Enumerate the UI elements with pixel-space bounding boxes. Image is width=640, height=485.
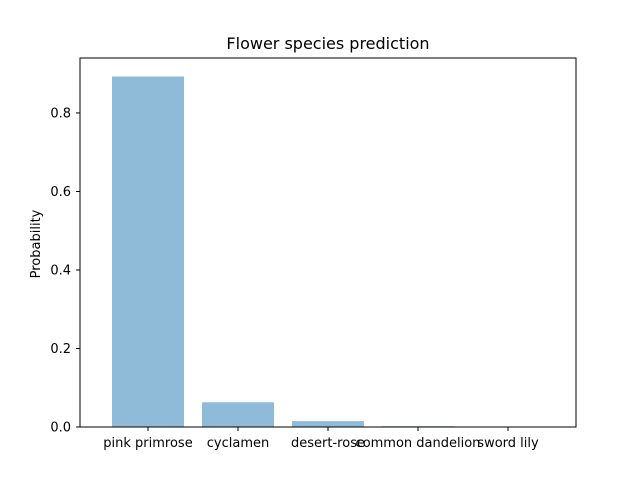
- bar-desert-rose: [292, 421, 364, 427]
- y-tick-label: 0.4: [50, 263, 71, 278]
- x-tick-label: cyclamen: [207, 436, 269, 451]
- y-tick-label: 0.0: [50, 421, 71, 436]
- x-tick-label: pink primrose: [103, 436, 192, 451]
- bar-pink-primrose: [112, 76, 184, 427]
- x-tick-label: common dandelion: [356, 436, 481, 451]
- x-tick-label: desert-rose: [291, 436, 365, 451]
- y-tick-label: 0.6: [50, 185, 71, 200]
- y-tick-label: 0.8: [50, 106, 71, 121]
- bar-cyclamen: [202, 402, 274, 427]
- chart-title: Flower species prediction: [226, 34, 429, 53]
- y-tick-label: 0.2: [50, 342, 71, 357]
- y-axis-label: Probability: [29, 209, 44, 278]
- x-tick-label: sword lily: [477, 436, 539, 451]
